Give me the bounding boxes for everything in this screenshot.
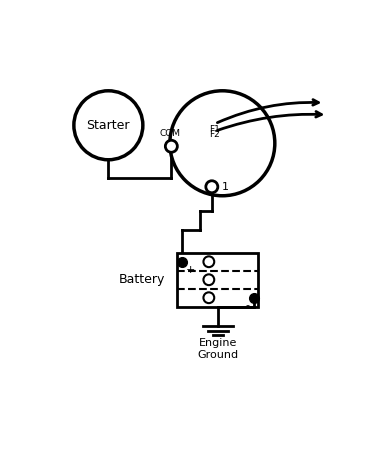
Text: 1: 1 bbox=[221, 182, 228, 192]
Bar bbox=[177, 253, 259, 307]
Text: Starter: Starter bbox=[87, 119, 130, 132]
Circle shape bbox=[165, 140, 177, 152]
Text: F1: F1 bbox=[209, 125, 220, 134]
Circle shape bbox=[204, 274, 214, 285]
Text: COM: COM bbox=[159, 129, 180, 138]
Text: +: + bbox=[186, 265, 195, 275]
Circle shape bbox=[170, 91, 275, 196]
Text: -: - bbox=[245, 300, 249, 310]
Circle shape bbox=[204, 292, 214, 303]
Circle shape bbox=[206, 181, 218, 193]
Text: F2: F2 bbox=[209, 130, 219, 140]
Circle shape bbox=[204, 256, 214, 267]
Text: Battery: Battery bbox=[119, 273, 165, 286]
Text: Engine
Ground: Engine Ground bbox=[197, 338, 238, 360]
